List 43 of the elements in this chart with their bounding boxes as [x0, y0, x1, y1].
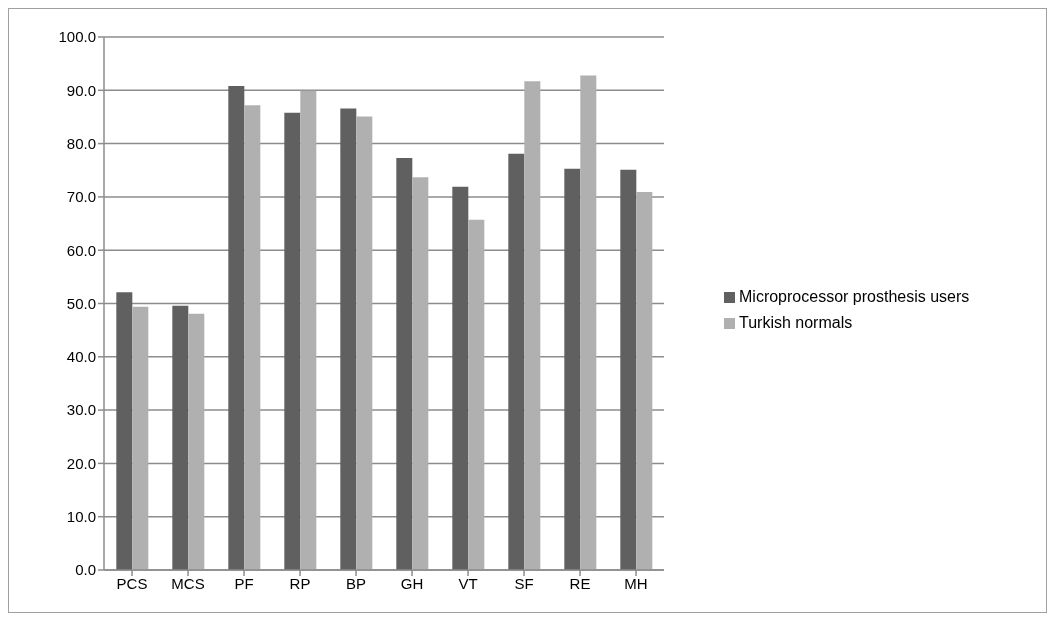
- y-tick-label: 10.0: [66, 508, 96, 526]
- x-tick-label: MH: [624, 574, 648, 592]
- x-tick-label: RE: [569, 574, 591, 592]
- x-tick-label: BP: [345, 574, 367, 592]
- bar: [412, 177, 429, 570]
- x-tick-label: GH: [400, 574, 424, 592]
- y-tick-label: 50.0: [66, 294, 96, 312]
- bar: [172, 305, 189, 570]
- bar: [468, 219, 485, 570]
- bar: [300, 90, 317, 570]
- bar: [452, 186, 469, 570]
- legend-label: Turkish normals: [739, 313, 853, 331]
- bar: [396, 157, 413, 570]
- y-tick-label: 0.0: [75, 561, 96, 579]
- x-tick-label: VT: [458, 574, 478, 592]
- x-tick-label: RP: [289, 574, 311, 592]
- x-tick-label: MCS: [171, 574, 205, 592]
- bar: [620, 169, 637, 570]
- y-tick-label: 30.0: [66, 401, 96, 419]
- bar: [340, 108, 357, 570]
- bar: [284, 112, 301, 570]
- bar: [580, 75, 597, 570]
- y-tick-label: 20.0: [66, 454, 96, 472]
- x-tick-label: SF: [514, 574, 534, 592]
- bar: [524, 81, 541, 570]
- bar: [356, 116, 373, 570]
- legend-label: Microprocessor prosthesis users: [739, 287, 970, 305]
- bar: [116, 292, 133, 570]
- x-tick-label: PCS: [116, 574, 148, 592]
- bar: [636, 192, 653, 570]
- bar: [228, 86, 245, 570]
- bar: [132, 306, 149, 570]
- y-tick-label: 70.0: [66, 188, 96, 206]
- y-tick-label: 60.0: [66, 241, 96, 259]
- y-tick-label: 80.0: [66, 134, 96, 152]
- y-tick-label: 100.0: [58, 28, 96, 46]
- y-tick-label: 90.0: [66, 81, 96, 99]
- bar: [188, 313, 205, 570]
- bar: [508, 153, 525, 570]
- bar: [564, 168, 581, 570]
- x-tick-label: PF: [234, 574, 254, 592]
- bar: [244, 105, 261, 570]
- y-tick-label: 40.0: [66, 348, 96, 366]
